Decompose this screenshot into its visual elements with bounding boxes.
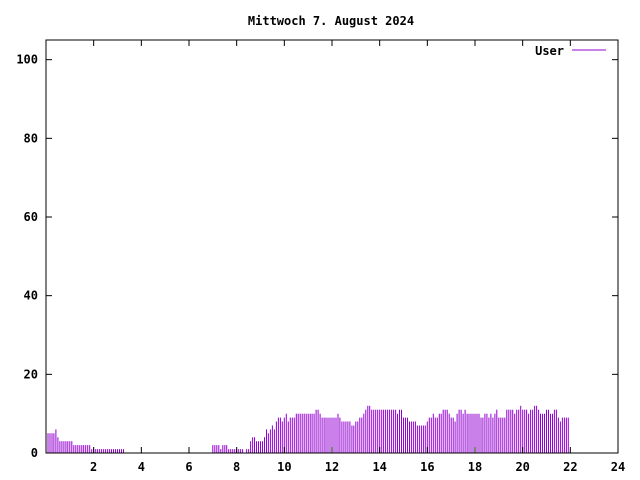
x-tick-label: 18 xyxy=(468,460,482,474)
bars-group xyxy=(45,405,569,453)
x-tick-label: 24 xyxy=(611,460,625,474)
x-tick-label: 14 xyxy=(372,460,386,474)
x-tick-label: 4 xyxy=(138,460,145,474)
y-tick-label: 60 xyxy=(24,210,38,224)
x-tick-label: 22 xyxy=(563,460,577,474)
x-tick-label: 6 xyxy=(185,460,192,474)
chart-title: Mittwoch 7. August 2024 xyxy=(248,14,414,28)
legend: User xyxy=(535,44,606,58)
y-tick-label: 100 xyxy=(16,53,38,67)
x-tick-label: 20 xyxy=(515,460,529,474)
y-tick-label: 80 xyxy=(24,131,38,145)
plot-frame xyxy=(45,39,619,454)
x-tick-label: 2 xyxy=(90,460,97,474)
y-tick-label: 40 xyxy=(24,289,38,303)
legend-label: User xyxy=(535,44,564,58)
x-tick-label: 8 xyxy=(233,460,240,474)
x-tick-label: 12 xyxy=(325,460,339,474)
x-tick-label: 16 xyxy=(420,460,434,474)
y-tick-label: 0 xyxy=(31,446,38,460)
y-tick-label: 20 xyxy=(24,367,38,381)
x-tick-label: 10 xyxy=(277,460,291,474)
